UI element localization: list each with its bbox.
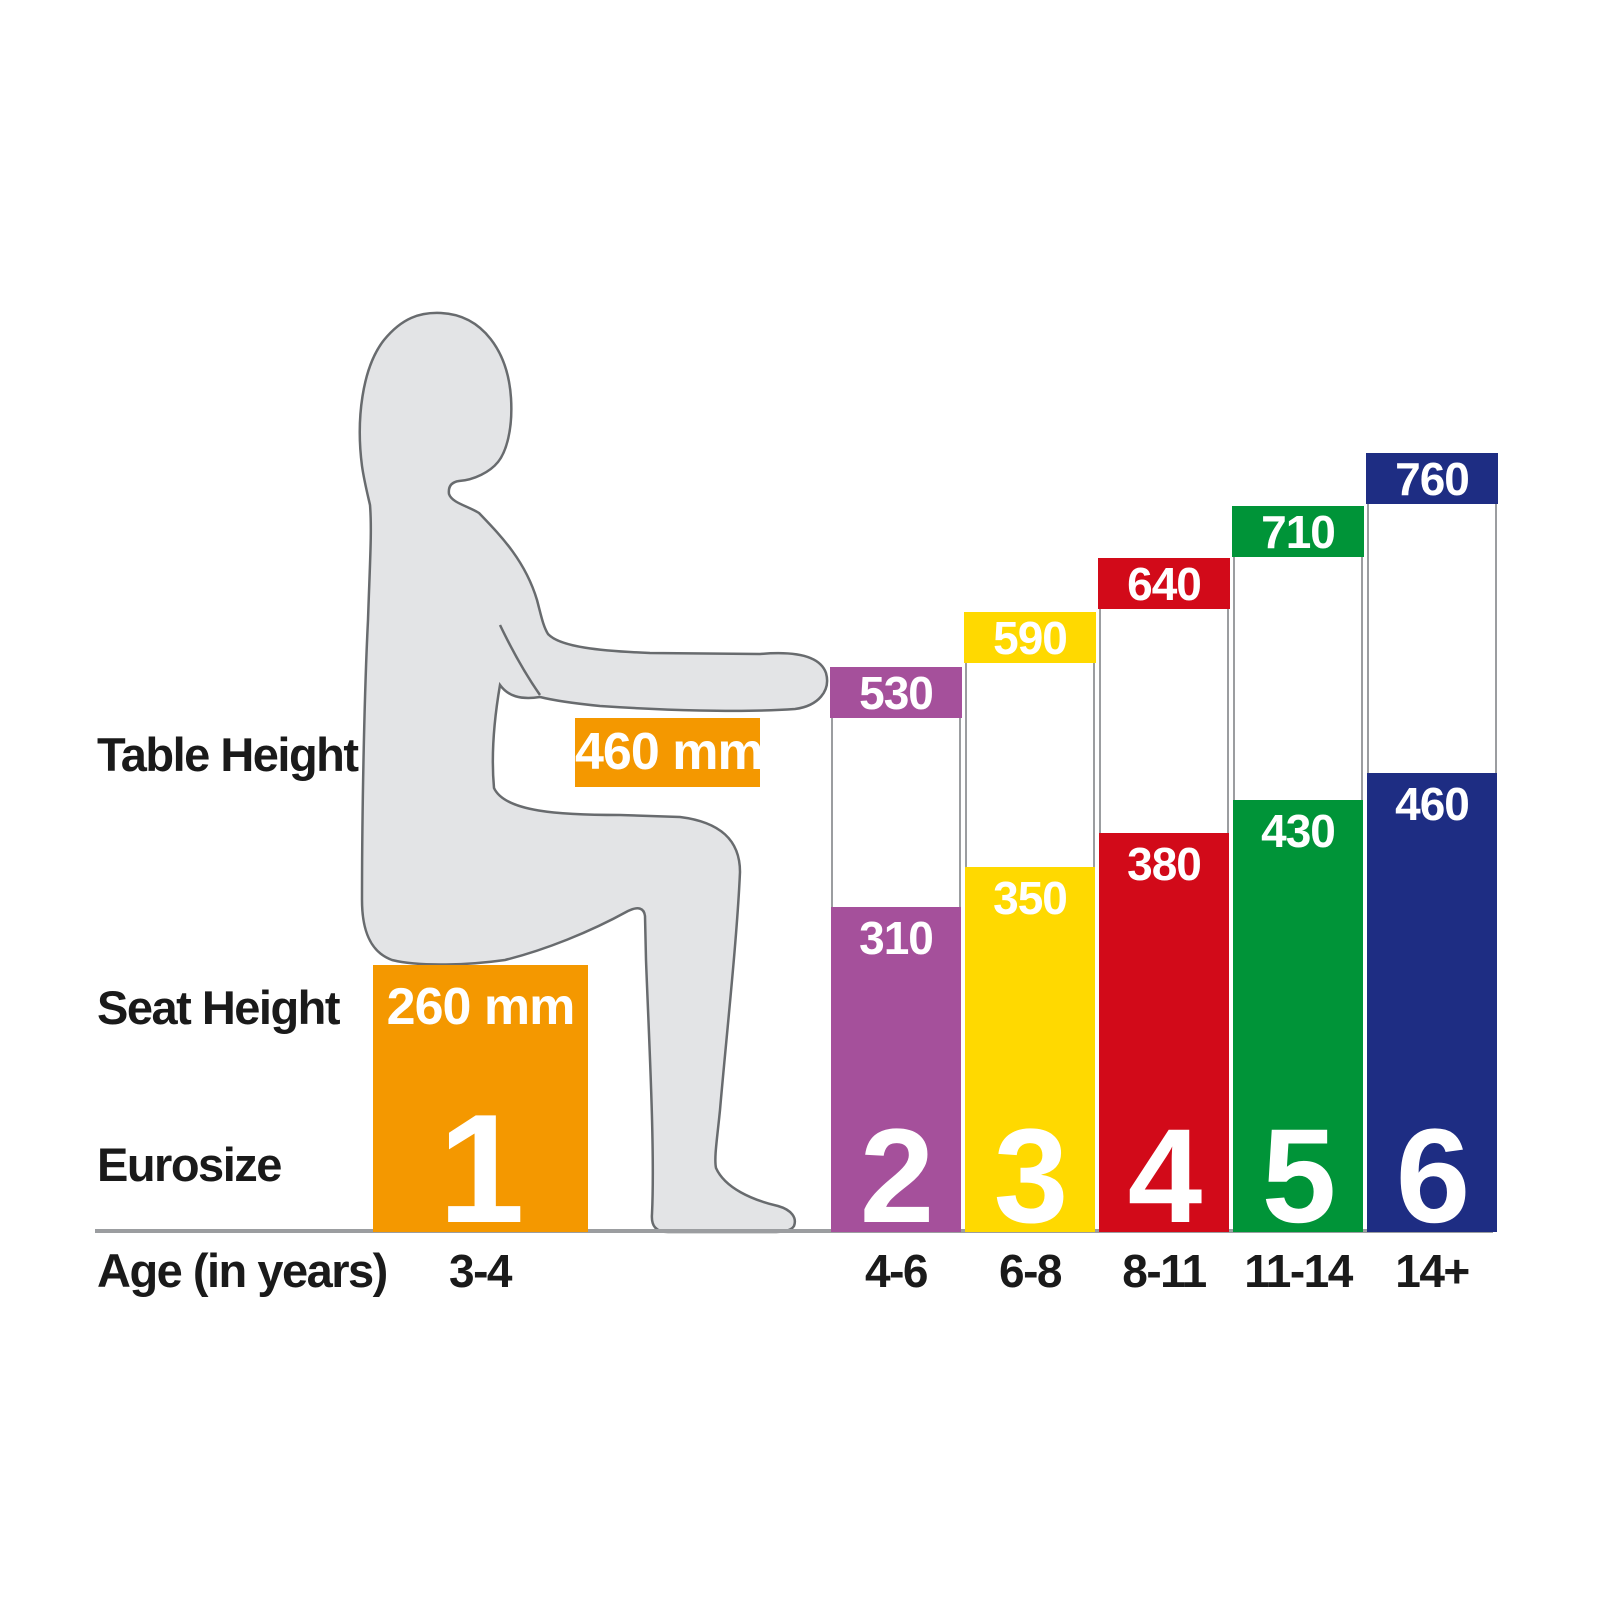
size1-table-height-box: 460 mm — [575, 718, 764, 787]
bar-eurosize-5: 710 430 5 — [1232, 0, 1364, 1244]
age-value: 8-11 — [1122, 1245, 1207, 1297]
eurosize-number: 4 — [1127, 1102, 1203, 1251]
eurosize-number: 6 — [1395, 1102, 1471, 1251]
floor-baseline — [95, 1229, 1493, 1233]
size1-table-height-value: 460 mm — [575, 723, 764, 781]
bar-eurosize-6: 760 460 6 — [1366, 0, 1498, 1244]
age-axis-label: Age (in years) — [97, 1244, 388, 1297]
bar-middle-gap — [965, 663, 1095, 867]
table-height-value: 640 — [1098, 558, 1230, 610]
seat-height-value: 310 — [859, 912, 934, 964]
bar-eurosize-2: 530 310 2 — [830, 0, 962, 1244]
seat-height-value: 350 — [993, 872, 1068, 924]
table-height-value: 760 — [1366, 453, 1498, 505]
age-value: 11-14 — [1244, 1245, 1353, 1297]
table-height-label: Table Height — [97, 728, 359, 781]
age-value: 6-8 — [999, 1245, 1062, 1297]
armpit-line — [498, 624, 542, 696]
bar-middle-gap — [1367, 504, 1497, 773]
table-height-value: 590 — [964, 612, 1096, 664]
table-height-value: 530 — [830, 667, 962, 719]
eurosize-label: Eurosize — [97, 1138, 282, 1191]
seat-height-value: 380 — [1127, 838, 1202, 890]
size1-seat-height-value: 260 mm — [386, 978, 576, 1036]
table-height-value: 710 — [1232, 506, 1364, 558]
bar-middle-gap — [1233, 557, 1363, 800]
bar-middle-gap — [1099, 609, 1229, 833]
bar-middle-gap — [831, 718, 961, 907]
age-value: 4-6 — [865, 1245, 928, 1297]
seat-height-block — [831, 907, 961, 1232]
seat-height-block — [1099, 833, 1229, 1232]
seat-height-block — [1233, 800, 1363, 1232]
age-value: 14+ — [1395, 1245, 1470, 1297]
size1-seat-box: 260 mm 1 — [373, 965, 588, 1246]
seat-height-value: 430 — [1261, 805, 1336, 857]
eurosize-number: 3 — [993, 1102, 1069, 1251]
body-outline — [358, 311, 829, 1234]
age-value: 3-4 — [449, 1245, 512, 1297]
seat-height-label: Seat Height — [97, 981, 341, 1034]
seat-height-value: 460 — [1395, 778, 1470, 830]
bar-eurosize-4: 640 380 4 — [1098, 0, 1230, 1244]
eurosize-number: 2 — [859, 1102, 935, 1251]
seat-height-block — [1367, 773, 1497, 1232]
seat-height-block — [965, 867, 1095, 1232]
eurosize-number: 5 — [1261, 1102, 1337, 1251]
size1-eurosize-number: 1 — [438, 1082, 524, 1255]
bar-eurosize-3: 590 350 3 — [964, 0, 1096, 1244]
